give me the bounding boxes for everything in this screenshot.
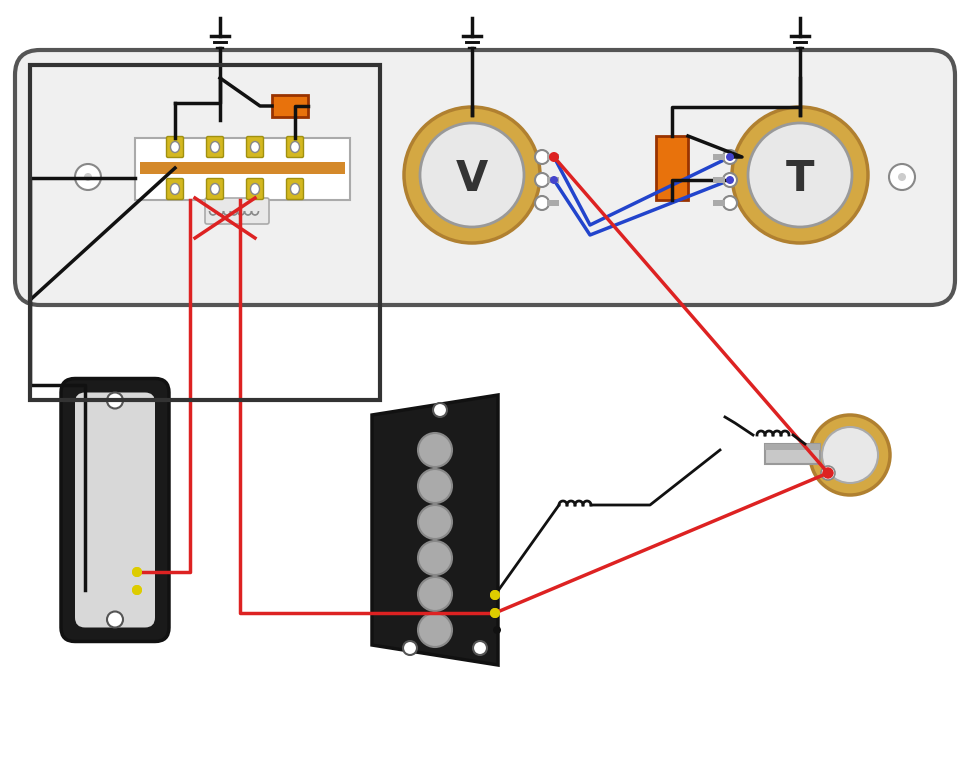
Circle shape xyxy=(732,107,868,243)
Circle shape xyxy=(822,468,834,478)
Circle shape xyxy=(418,577,452,611)
Circle shape xyxy=(418,469,452,503)
Circle shape xyxy=(723,150,737,164)
Ellipse shape xyxy=(211,184,220,194)
Bar xyxy=(765,444,820,450)
Circle shape xyxy=(107,612,123,628)
Ellipse shape xyxy=(251,184,260,194)
Bar xyxy=(713,154,725,160)
Bar xyxy=(547,177,559,183)
Circle shape xyxy=(403,641,417,655)
Circle shape xyxy=(723,173,737,187)
Circle shape xyxy=(473,641,487,655)
Circle shape xyxy=(418,541,452,575)
Circle shape xyxy=(107,392,123,408)
Circle shape xyxy=(889,164,915,190)
Circle shape xyxy=(723,196,737,210)
Circle shape xyxy=(84,173,92,181)
Circle shape xyxy=(420,123,524,227)
FancyBboxPatch shape xyxy=(247,137,264,158)
Circle shape xyxy=(549,152,559,162)
Circle shape xyxy=(550,176,558,184)
Bar xyxy=(140,162,345,174)
Text: T: T xyxy=(786,158,814,200)
Bar xyxy=(547,200,559,206)
Circle shape xyxy=(132,567,142,577)
Text: V: V xyxy=(456,158,488,200)
FancyBboxPatch shape xyxy=(167,137,183,158)
FancyBboxPatch shape xyxy=(205,198,269,224)
Bar xyxy=(272,95,308,117)
Circle shape xyxy=(418,433,452,467)
Circle shape xyxy=(493,626,501,634)
Circle shape xyxy=(822,427,878,483)
Bar xyxy=(30,65,380,400)
Circle shape xyxy=(535,196,549,210)
Circle shape xyxy=(825,470,831,476)
Polygon shape xyxy=(372,395,498,665)
Circle shape xyxy=(418,505,452,539)
Bar xyxy=(713,177,725,183)
Circle shape xyxy=(535,150,549,164)
FancyBboxPatch shape xyxy=(207,178,223,200)
Ellipse shape xyxy=(290,141,300,153)
FancyBboxPatch shape xyxy=(75,392,155,628)
Circle shape xyxy=(418,613,452,647)
Bar xyxy=(656,136,688,200)
Bar xyxy=(135,138,350,200)
Bar xyxy=(713,200,725,206)
Circle shape xyxy=(404,107,540,243)
FancyBboxPatch shape xyxy=(247,178,264,200)
Circle shape xyxy=(810,415,890,495)
Circle shape xyxy=(821,466,835,480)
FancyBboxPatch shape xyxy=(61,379,169,641)
FancyBboxPatch shape xyxy=(167,178,183,200)
FancyBboxPatch shape xyxy=(286,178,304,200)
Circle shape xyxy=(490,608,500,618)
Circle shape xyxy=(490,608,500,618)
Ellipse shape xyxy=(171,184,179,194)
Circle shape xyxy=(748,123,852,227)
Circle shape xyxy=(490,590,500,600)
Circle shape xyxy=(898,173,906,181)
Bar xyxy=(547,154,559,160)
Ellipse shape xyxy=(251,141,260,153)
Circle shape xyxy=(726,153,734,161)
Circle shape xyxy=(132,585,142,595)
Ellipse shape xyxy=(171,141,179,153)
Circle shape xyxy=(490,590,500,600)
Ellipse shape xyxy=(290,184,300,194)
FancyBboxPatch shape xyxy=(207,137,223,158)
Circle shape xyxy=(535,173,549,187)
FancyBboxPatch shape xyxy=(15,50,955,305)
Ellipse shape xyxy=(211,141,220,153)
FancyBboxPatch shape xyxy=(286,137,304,158)
Circle shape xyxy=(726,176,734,184)
Circle shape xyxy=(433,403,447,417)
Circle shape xyxy=(75,164,101,190)
Circle shape xyxy=(132,585,142,595)
Circle shape xyxy=(822,468,834,478)
Circle shape xyxy=(132,567,142,577)
Bar xyxy=(765,444,820,464)
